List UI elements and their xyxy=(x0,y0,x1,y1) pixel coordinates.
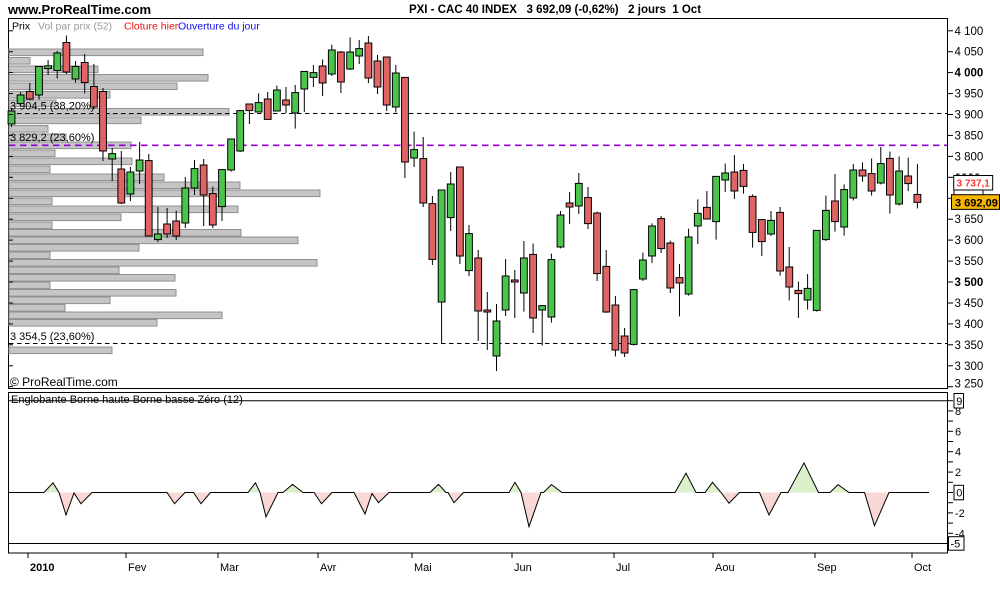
svg-text:3 904,5 (38,20%): 3 904,5 (38,20%) xyxy=(10,101,94,113)
svg-text:3 354,5 (23,60%): 3 354,5 (23,60%) xyxy=(10,331,94,343)
svg-text:3 550: 3 550 xyxy=(955,256,984,268)
svg-text:Aou: Aou xyxy=(715,562,735,574)
svg-text:Oct: Oct xyxy=(914,562,931,574)
svg-text:2010: 2010 xyxy=(30,562,54,574)
svg-text:3 600: 3 600 xyxy=(955,235,984,247)
svg-text:Avr: Avr xyxy=(320,562,337,574)
svg-text:4: 4 xyxy=(955,447,961,459)
svg-text:3 950: 3 950 xyxy=(955,89,984,101)
svg-text:6: 6 xyxy=(955,426,961,438)
svg-text:3 450: 3 450 xyxy=(955,298,984,310)
svg-text:3 850: 3 850 xyxy=(955,130,984,142)
svg-text:3 400: 3 400 xyxy=(955,319,984,331)
svg-text:Fev: Fev xyxy=(128,562,147,574)
svg-text:3 300: 3 300 xyxy=(955,361,984,373)
svg-text:3 250: 3 250 xyxy=(955,379,984,391)
svg-text:3 737,1: 3 737,1 xyxy=(957,179,991,190)
svg-text:© ProRealTime.com: © ProRealTime.com xyxy=(10,375,118,389)
svg-text:Mai: Mai xyxy=(414,562,432,574)
svg-text:Mar: Mar xyxy=(220,562,239,574)
svg-text:Jun: Jun xyxy=(514,562,532,574)
svg-text:3 900: 3 900 xyxy=(955,110,984,122)
svg-text:4 100: 4 100 xyxy=(955,26,984,38)
svg-text:-5: -5 xyxy=(951,539,961,551)
svg-text:3 829,2 (23,60%): 3 829,2 (23,60%) xyxy=(10,132,94,144)
svg-text:3 350: 3 350 xyxy=(955,340,984,352)
svg-text:Jul: Jul xyxy=(616,562,630,574)
svg-text:4 050: 4 050 xyxy=(955,47,984,59)
svg-text:www.ProRealTime.com: www.ProRealTime.com xyxy=(7,2,151,17)
svg-text:Ouverture du jour: Ouverture du jour xyxy=(178,21,260,33)
svg-text:-2: -2 xyxy=(955,508,965,520)
svg-text:0: 0 xyxy=(956,488,962,500)
svg-text:PXI - CAC 40 INDEX 3 692,09: PXI - CAC 40 INDEX 3 692,09 (-0,62%) 2 j… xyxy=(409,4,701,16)
svg-text:Cloture hier: Cloture hier xyxy=(124,21,179,33)
svg-text:4 000: 4 000 xyxy=(955,68,984,80)
svg-text:Prix: Prix xyxy=(12,21,31,33)
svg-text:Sep: Sep xyxy=(817,562,837,574)
svg-text:Englobante Borne haute Borne b: Englobante Borne haute Borne basse Zéro … xyxy=(11,394,243,406)
svg-text:3 650: 3 650 xyxy=(955,214,984,226)
svg-text:9: 9 xyxy=(956,396,962,408)
svg-text:3 692,09: 3 692,09 xyxy=(955,198,998,210)
svg-text:Vol par prix (52): Vol par prix (52) xyxy=(38,21,112,33)
svg-text:3 500: 3 500 xyxy=(955,277,984,289)
svg-text:-4: -4 xyxy=(955,528,965,540)
svg-text:8: 8 xyxy=(955,406,961,418)
svg-text:3 800: 3 800 xyxy=(955,151,984,163)
svg-text:2: 2 xyxy=(955,467,961,479)
